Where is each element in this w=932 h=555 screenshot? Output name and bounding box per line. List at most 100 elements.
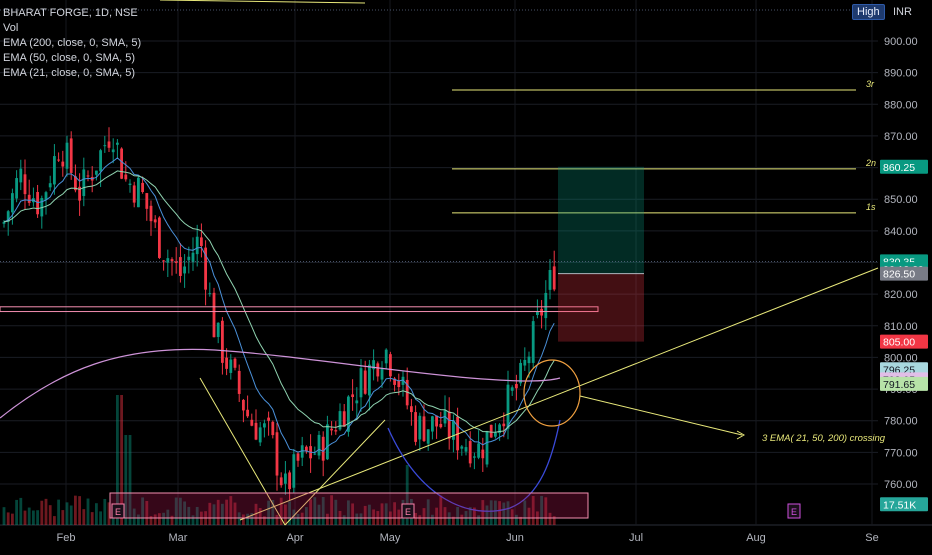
volume-bar xyxy=(552,516,556,525)
candle-body xyxy=(36,192,39,215)
candle-body xyxy=(506,384,510,429)
candle-body xyxy=(498,424,501,434)
chart-legend: BHARAT FORGE, 1D, NSE Vol EMA (200, clos… xyxy=(3,6,141,81)
volume-bar xyxy=(275,514,279,525)
candle-body xyxy=(292,454,296,488)
candle-body xyxy=(296,453,300,461)
candle-body xyxy=(435,415,438,427)
volume-bar xyxy=(414,512,417,525)
candle-body xyxy=(384,349,388,364)
candle-body xyxy=(338,411,342,430)
indicator-ema200[interactable]: EMA (200, close, 0, SMA, 5) xyxy=(3,37,142,49)
candle-body xyxy=(23,174,27,195)
candle-body xyxy=(153,219,157,223)
earnings-marker-label: E xyxy=(405,507,411,517)
volume-bar xyxy=(439,495,443,525)
indicator-ema21[interactable]: EMA (21, close, 0, SMA, 5) xyxy=(3,67,136,79)
volume-bar xyxy=(242,514,245,525)
volume-bar xyxy=(456,507,459,525)
volume-bar xyxy=(61,510,65,525)
candle-body xyxy=(44,192,48,200)
candle-body xyxy=(254,422,258,440)
volume-bar xyxy=(452,516,455,525)
indicator-volume[interactable]: Vol xyxy=(3,22,19,34)
volume-bar xyxy=(326,513,329,525)
candle-body xyxy=(216,322,220,337)
high-button[interactable]: High xyxy=(852,4,885,20)
volume-bar xyxy=(132,508,136,525)
stop-zone xyxy=(558,273,644,342)
candle-body xyxy=(548,270,552,290)
volume-bar xyxy=(107,502,111,525)
volume-bar xyxy=(221,503,224,525)
volume-bar xyxy=(225,499,228,525)
candle-body xyxy=(447,411,451,439)
x-tick-label: Se xyxy=(865,532,878,544)
candle-body xyxy=(477,443,480,458)
volume-bar xyxy=(502,502,506,525)
volume-bar xyxy=(519,516,522,525)
candle-body xyxy=(263,423,266,428)
highlight-circle xyxy=(523,359,581,427)
volume-bar xyxy=(296,513,300,525)
volume-bar xyxy=(279,497,283,525)
candle-body xyxy=(342,411,346,427)
volume-bar xyxy=(90,512,94,525)
candle-body xyxy=(74,176,77,191)
price-badge xyxy=(880,266,928,281)
y-tick-label: 890.00 xyxy=(884,68,918,80)
volume-bar xyxy=(372,509,375,525)
candle-body xyxy=(120,148,123,179)
candle-body xyxy=(2,221,6,224)
volume-bar xyxy=(368,504,371,525)
volume-bar xyxy=(431,514,434,525)
symbol-title[interactable]: BHARAT FORGE, 1D, NSE xyxy=(3,7,138,19)
candle-body xyxy=(376,363,380,377)
volume-bar xyxy=(74,495,77,525)
volume-bar xyxy=(149,515,153,525)
trend-line xyxy=(239,267,879,521)
volume-bar xyxy=(380,503,384,525)
volume-bar xyxy=(162,512,165,525)
arrow-line xyxy=(579,395,743,436)
candle-body xyxy=(183,266,186,274)
volume-bar xyxy=(191,515,195,525)
volume-bar xyxy=(540,495,543,525)
volume-bar xyxy=(405,465,409,525)
volume-bar xyxy=(330,495,333,525)
earnings-marker xyxy=(401,503,415,519)
indicator-ema50[interactable]: EMA (50, close, 0, SMA, 5) xyxy=(3,52,136,64)
candle-body xyxy=(11,193,14,213)
volume-bar xyxy=(359,513,363,525)
y-tick-label: 850.00 xyxy=(884,194,918,206)
currency-label: INR xyxy=(893,6,912,18)
volume-bar xyxy=(305,507,308,525)
candle-body xyxy=(330,428,333,431)
volume-bar xyxy=(397,509,401,525)
candle-body xyxy=(275,432,279,476)
volume-bar xyxy=(485,505,489,525)
volume-bar xyxy=(183,501,186,525)
volume-bar xyxy=(32,510,35,525)
candle-body xyxy=(242,399,245,411)
candle-body xyxy=(53,156,56,185)
candle-body xyxy=(452,420,455,440)
volume-bar xyxy=(137,514,140,525)
candle-body xyxy=(355,400,359,404)
candle-body xyxy=(271,421,275,436)
volume-bar xyxy=(82,509,86,525)
volume-bar xyxy=(489,500,493,525)
volume-bar xyxy=(544,497,548,525)
volume-bar xyxy=(174,497,178,525)
candle-body xyxy=(300,445,304,458)
volume-bar xyxy=(384,503,388,525)
candle-body xyxy=(179,257,182,276)
volume-bar xyxy=(506,501,510,525)
price-badge-label: 860.25 xyxy=(883,162,915,174)
volume-bar xyxy=(309,499,312,525)
level-label: 1s xyxy=(866,202,876,212)
candle-body xyxy=(372,360,375,370)
volume-bar xyxy=(11,513,14,525)
